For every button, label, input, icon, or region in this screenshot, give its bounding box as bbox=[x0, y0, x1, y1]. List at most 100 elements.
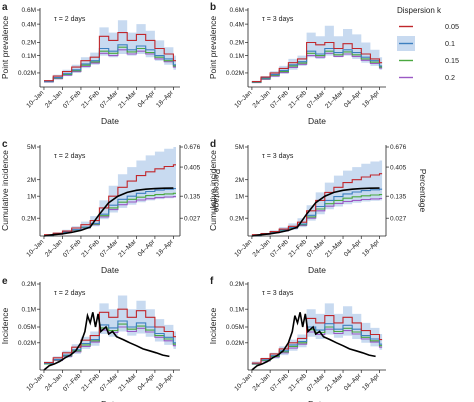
x-axis-label: Date bbox=[101, 399, 119, 402]
uncertainty-band bbox=[251, 160, 383, 236]
x-tick-label: 21–Mar bbox=[324, 238, 345, 259]
x-tick-label: 10–Jan bbox=[25, 238, 45, 258]
y-tick-label: 0.2M bbox=[230, 215, 244, 222]
x-tick-label: 10–Jan bbox=[25, 372, 45, 392]
y-tick-label: 0.05M bbox=[226, 324, 244, 331]
x-axis-label: Date bbox=[101, 265, 119, 275]
x-tick-label: 04–Apr bbox=[137, 372, 157, 392]
series-line-k-0.2 bbox=[44, 49, 176, 83]
y-axis-right-label: Percentage bbox=[212, 169, 222, 213]
x-axis-label: Date bbox=[308, 265, 326, 275]
y-axis-right-label: Percentage bbox=[418, 169, 428, 213]
x-tick-label: 10–Jan bbox=[233, 238, 253, 258]
panel-e: e τ = 2 days 0.02M 0.05M 0.1M 0.2M 10–Jan24–Ja… bbox=[0, 276, 180, 402]
y-tick-label: 0.2M bbox=[22, 281, 36, 288]
x-tick-label: 21–Feb bbox=[80, 372, 101, 393]
y-right-tick-label: 0.135 bbox=[390, 193, 407, 200]
legend-entry-3: 0.15 bbox=[397, 53, 459, 68]
y-tick-label: 0.2M bbox=[230, 40, 244, 47]
x-tick-label: 24–Jan bbox=[44, 89, 64, 109]
x-tick-label: 04–Apr bbox=[137, 89, 157, 109]
panel-letter: e bbox=[2, 276, 8, 287]
y-tick-label: 0.2M bbox=[22, 40, 36, 47]
observed-line bbox=[251, 187, 380, 237]
panel-d: d τ = 3 days 0.2M 1M 2M 5M 0.027 0.135 0.405 0.67… bbox=[208, 139, 428, 275]
y-right-tick-label: 0.405 bbox=[184, 164, 201, 171]
x-tick-label: 18–Apr bbox=[155, 238, 175, 258]
y-right-tick-label: 0.676 bbox=[390, 144, 407, 151]
panels-group: aτ = 2 days0.02M0.1M0.2M0.4M0.6M10–Jan24… bbox=[0, 2, 428, 402]
y-tick-label: 0.02M bbox=[226, 70, 244, 77]
x-tick-label: 21–Feb bbox=[287, 238, 308, 259]
y-tick-label: 0.6M bbox=[22, 7, 36, 14]
x-tick-label: 21–Mar bbox=[324, 372, 345, 393]
y-axis-label: Incidence bbox=[0, 308, 10, 345]
x-tick-label: 10–Jan bbox=[25, 89, 45, 109]
x-tick-label: 21–Feb bbox=[80, 89, 101, 110]
uncertainty-band bbox=[44, 147, 176, 236]
series-line-k-0.05 bbox=[251, 41, 383, 83]
x-tick-label: 21–Mar bbox=[117, 89, 138, 110]
x-axis-label: Date bbox=[308, 116, 326, 126]
y-axis-label: Point prevalence bbox=[208, 16, 218, 80]
x-tick-label: 07–Mar bbox=[306, 238, 327, 259]
x-tick-label: 04–Apr bbox=[343, 372, 363, 392]
x-tick-label: 07–Mar bbox=[306, 372, 327, 393]
series-line-k-0.1 bbox=[251, 47, 383, 83]
panel-f: f τ = 3 days 0.02M 0.05M 0.1M 0.2M 10–Jan24–Ja… bbox=[208, 276, 386, 402]
y-tick-label: 1M bbox=[235, 193, 244, 200]
panel-b: b τ = 3 days 0.02M 0.1M 0.2M 0.4M 0.6M 10–Jan24… bbox=[208, 2, 386, 126]
x-tick-label: 24–Jan bbox=[252, 89, 272, 109]
y-tick-label: 0.2M bbox=[22, 215, 36, 222]
x-tick-label: 21–Mar bbox=[117, 238, 138, 259]
series-line-k-0.1 bbox=[44, 44, 176, 83]
tau-annotation: τ = 2 days bbox=[54, 153, 86, 160]
y-tick-label: 0.4M bbox=[230, 21, 244, 28]
y-right-tick-label: 0.405 bbox=[390, 164, 407, 171]
x-axis-label: Date bbox=[101, 116, 119, 126]
legend-label-0.05: 0.05 bbox=[445, 22, 459, 31]
panel-letter: a bbox=[2, 2, 8, 13]
x-tick-label: 21–Feb bbox=[287, 372, 308, 393]
legend-title: Dispersion k bbox=[397, 6, 442, 15]
x-tick-label: 18–Apr bbox=[361, 372, 381, 392]
panel-a: a τ = 2 days 0.02M 0.1M 0.2M 0.4M 0.6M 10–Jan24… bbox=[0, 2, 180, 126]
y-tick-label: 0.1M bbox=[230, 53, 244, 60]
y-tick-label: 0.4M bbox=[22, 21, 36, 28]
y-tick-label: 0.2M bbox=[230, 281, 244, 288]
y-tick-label: 0.02M bbox=[18, 340, 36, 347]
series-line-k-0.05 bbox=[251, 315, 383, 364]
observed-line bbox=[43, 312, 170, 371]
y-tick-label: 0.6M bbox=[230, 7, 244, 14]
tau-annotation: τ = 3 days bbox=[262, 16, 294, 23]
y-tick-label: 0.02M bbox=[18, 70, 36, 77]
x-tick-label: 21–Feb bbox=[80, 238, 101, 259]
y-axis-label: Incidence bbox=[208, 308, 218, 345]
x-tick-label: 07–Feb bbox=[269, 372, 290, 393]
x-tick-label: 04–Apr bbox=[343, 238, 363, 258]
panel-letter: d bbox=[210, 139, 216, 150]
y-tick-label: 0.05M bbox=[18, 324, 36, 331]
x-axis-label: Date bbox=[308, 399, 326, 402]
y-axis-label: Point prevalence bbox=[0, 16, 10, 80]
y-right-tick-label: 0.135 bbox=[184, 193, 201, 200]
x-tick-label: 18–Apr bbox=[361, 89, 381, 109]
series-line-k-0.2 bbox=[251, 52, 383, 84]
legend-label-0.2: 0.2 bbox=[445, 73, 455, 82]
series-line-k-0.15 bbox=[251, 50, 383, 83]
y-right-tick-label: 0.027 bbox=[390, 215, 407, 222]
x-tick-label: 21–Mar bbox=[324, 89, 345, 110]
x-tick-label: 07–Mar bbox=[99, 89, 120, 110]
legend-entry-2: 0.1 bbox=[397, 36, 455, 51]
x-tick-label: 07–Feb bbox=[62, 89, 83, 110]
tau-annotation: τ = 3 days bbox=[262, 290, 294, 297]
series-line-k-0.05 bbox=[44, 308, 176, 364]
x-tick-label: 18–Apr bbox=[155, 89, 175, 109]
y-tick-label: 2M bbox=[27, 177, 36, 184]
y-tick-label: 2M bbox=[235, 177, 244, 184]
legend-entry-4: 0.2 bbox=[397, 70, 455, 85]
x-tick-label: 10–Jan bbox=[233, 89, 253, 109]
y-axis-label: Cumulative incidence bbox=[208, 150, 218, 231]
observed-line bbox=[251, 312, 376, 371]
